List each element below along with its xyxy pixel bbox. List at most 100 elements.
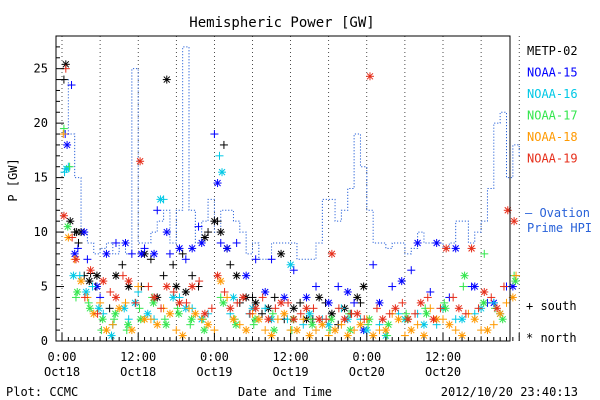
noaa-19-south-point	[131, 298, 140, 307]
noaa-15-south-point	[127, 249, 136, 258]
metp-02-north-point	[232, 271, 241, 280]
metp-02-south-point	[270, 293, 279, 302]
noaa-18-north-point	[445, 320, 454, 329]
noaa-19-south-point	[284, 298, 293, 307]
noaa-16-north-point	[458, 315, 467, 324]
noaa-18-south-point	[59, 130, 68, 139]
metp-02-north-point	[181, 287, 190, 296]
x-tick-date-label: Oct19	[273, 365, 309, 379]
noaa-15-south-point	[334, 282, 343, 291]
noaa-18-south-point	[312, 326, 320, 335]
noaa-18-south-point	[489, 320, 498, 329]
noaa-15-north-point	[223, 244, 232, 253]
noaa-15-south-point	[153, 206, 162, 215]
noaa-16-north-point	[69, 271, 78, 280]
metp-02-north-point	[92, 271, 101, 280]
noaa-19-south-point	[258, 293, 267, 302]
noaa-15-south-point	[350, 298, 359, 307]
noaa-19-south-point	[144, 282, 153, 291]
noaa-16-south-point	[88, 282, 97, 291]
noaa-15-south-point	[67, 81, 76, 90]
noaa-19-south-point	[385, 309, 394, 318]
noaa-19-north-point	[454, 304, 463, 313]
noaa-18-north-point	[381, 326, 390, 335]
noaa-18-south-point	[223, 293, 232, 302]
noaa-18-north-point	[102, 326, 111, 335]
noaa-16-north-point	[419, 320, 428, 329]
noaa-17-south-point	[249, 320, 258, 329]
noaa-18-south-point	[273, 315, 282, 324]
noaa-17-north-point	[174, 309, 183, 318]
model-legend-label-line2: Prime HPI	[527, 221, 592, 235]
noaa-18-north-point	[305, 331, 314, 340]
noaa-16-south-point	[124, 315, 133, 324]
noaa-16-north-point	[286, 260, 295, 269]
noaa-19-south-point	[106, 287, 115, 296]
noaa-15-north-point	[470, 282, 479, 291]
noaa-17-north-point	[308, 320, 317, 329]
legend-entry-noaa-15: NOAA-15	[527, 66, 578, 80]
noaa-19-north-point	[429, 315, 438, 324]
noaa-19-south-point	[360, 315, 369, 324]
noaa-19-north-point	[188, 282, 197, 291]
noaa-19-south-point	[93, 309, 102, 318]
noaa-19-north-point	[302, 304, 311, 313]
noaa-16-north-point	[156, 195, 165, 204]
noaa-19-north-point	[238, 293, 247, 302]
noaa-18-south-point	[261, 326, 270, 335]
noaa-16-north-point	[169, 293, 178, 302]
noaa-17-north-point	[63, 222, 72, 231]
legend-entry-metp-02: METP-02	[527, 44, 578, 58]
noaa-19-south-point	[411, 309, 420, 318]
noaa-19-north-point	[162, 282, 171, 291]
y-tick-label: 10	[34, 225, 48, 239]
noaa-15-south-point	[267, 255, 276, 264]
noaa-18-south-point	[451, 326, 460, 335]
noaa-18-north-point	[216, 277, 225, 286]
noaa-18-south-point	[235, 320, 244, 329]
noaa-15-north-point	[302, 293, 311, 302]
noaa-19-south-point	[499, 282, 508, 291]
noaa-18-north-point	[483, 326, 492, 335]
noaa-19-south-point	[449, 293, 458, 302]
chart-title: Hemispheric Power [GW]	[189, 15, 374, 31]
noaa-18-north-point	[407, 326, 416, 335]
x-tick-date-label: Oct19	[196, 365, 232, 379]
noaa-19-south-point	[169, 287, 178, 296]
noaa-17-south-point	[110, 315, 119, 324]
x-tick-time-label: 0:00	[200, 350, 229, 364]
noaa-19-north-point	[391, 304, 400, 313]
noaa-17-south-point	[135, 304, 144, 313]
noaa-19-north-point	[503, 206, 512, 215]
noaa-16-north-point	[362, 326, 371, 335]
grid-lines	[61, 36, 520, 341]
noaa-15-north-point	[162, 228, 171, 237]
metp-02-south-point	[105, 304, 114, 313]
x-tick-date-label: Oct20	[349, 365, 385, 379]
noaa-15-north-point	[102, 249, 111, 258]
noaa-19-north-point	[416, 298, 425, 307]
noaa-15-south-point	[165, 249, 174, 258]
noaa-16-north-point	[218, 168, 227, 177]
noaa-19-south-point	[207, 304, 216, 313]
noaa-18-south-point	[172, 326, 181, 335]
ovation-model-path	[62, 46, 520, 260]
noaa-15-north-point	[375, 298, 384, 307]
noaa-19-north-point	[315, 315, 324, 324]
noaa-19-south-point	[182, 298, 191, 307]
noaa-15-south-point	[210, 130, 219, 139]
legend-entry-noaa-16: NOAA-16	[527, 87, 578, 101]
noaa-18-south-point	[512, 271, 521, 280]
noaa-18-south-point	[299, 315, 308, 324]
noaa-17-south-point	[173, 304, 182, 313]
noaa-19-south-point	[220, 287, 229, 296]
noaa-17-south-point	[306, 315, 315, 324]
noaa-19-south-point	[309, 304, 318, 313]
noaa-18-north-point	[127, 326, 136, 335]
x-tick-time-label: 0:00	[48, 350, 77, 364]
noaa-19-south-point	[296, 309, 305, 318]
noaa-19-south-point	[68, 233, 77, 242]
noaa-18-south-point	[413, 320, 422, 329]
metp-02-north-point	[277, 249, 286, 258]
x-tick-date-label: Oct18	[44, 365, 80, 379]
